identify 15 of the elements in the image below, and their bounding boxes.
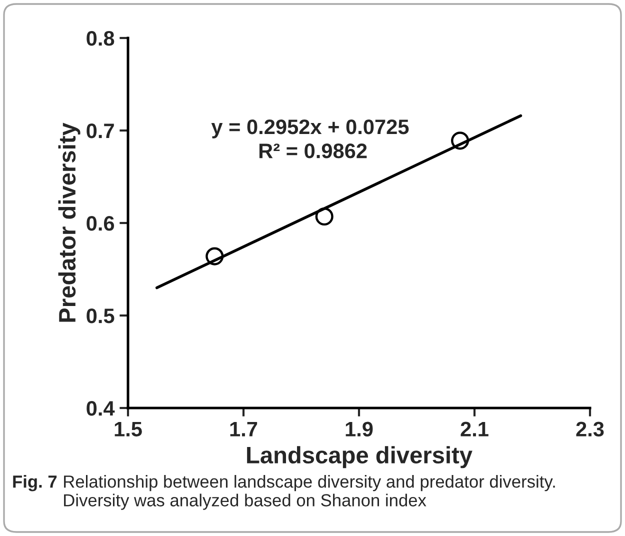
x-tick-label: 1.5 <box>114 422 142 436</box>
y-tick-label: 0.7 <box>86 124 114 138</box>
y-axis-title: Predator diversity <box>58 122 80 322</box>
y-tick-label: 0.4 <box>86 401 115 416</box>
y-tick-label: 0.6 <box>86 216 114 231</box>
x-axis-title: Landscape diversity <box>247 446 472 468</box>
x-tick-label: 2.1 <box>460 422 488 436</box>
annotation: y = 0.2952x + 0.0725 <box>211 119 409 138</box>
x-tick-label: 1.7 <box>230 422 258 436</box>
y-tick-label: 0.8 <box>86 31 114 46</box>
annotation: R² = 0.9862 <box>259 144 367 158</box>
x-tick-label: 1.9 <box>346 422 373 436</box>
y-tick-label: 0.5 <box>86 308 114 324</box>
caption: Fig. 7 Relationship between landscape diversity and predator diversity. Diversity was analyzed based on Shanon index <box>13 475 555 510</box>
x-tick-label: 2.3 <box>576 422 604 437</box>
